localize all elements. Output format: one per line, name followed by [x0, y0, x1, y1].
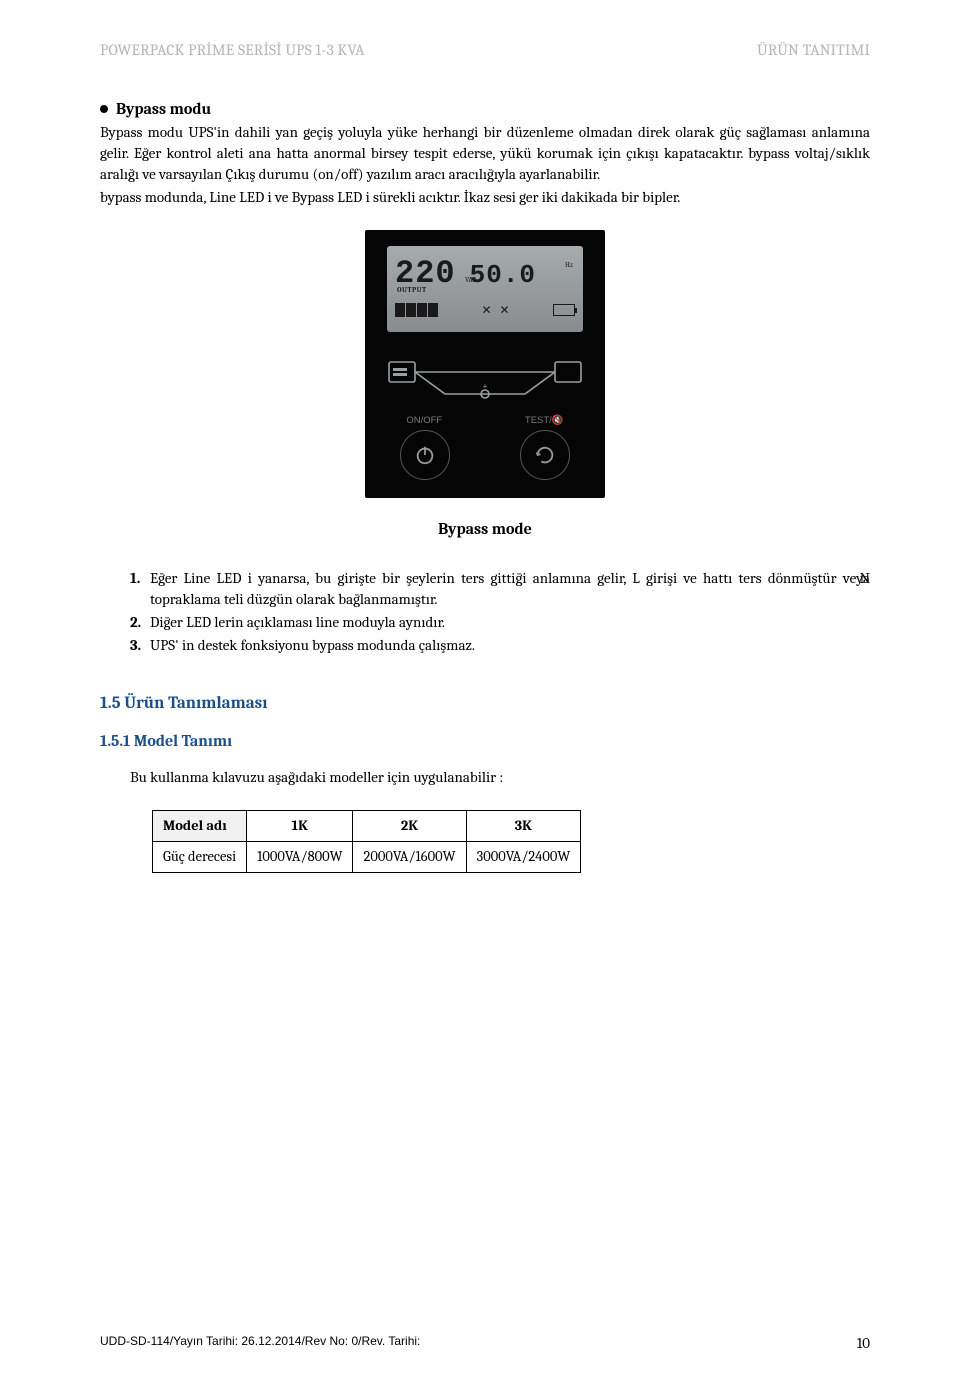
onoff-label: ON/OFF [406, 414, 442, 427]
list-item-3: 3. UPS' in destek fonksiyonu bypass modu… [130, 635, 870, 656]
lcd-screen: 220 50.0 VAC Hz OUTPUT ✕ ✕ [387, 246, 583, 332]
page-footer: UDD-SD-114/Yayın Tarihi: 26.12.2014/Rev … [100, 1333, 870, 1354]
button-row [365, 430, 605, 480]
flow-diagram: + [385, 344, 585, 402]
page-number: 10 [857, 1333, 870, 1354]
paragraph-1: Bypass modu UPS'in dahili yan geçiş yolu… [100, 122, 870, 185]
unit-hz: Hz [565, 261, 573, 271]
output-label: OUTPUT [397, 286, 427, 296]
item-text: Diğer LED lerin açıklaması line moduyla … [150, 612, 870, 633]
figure-caption: Bypass mode [438, 518, 532, 540]
list-item-1: 1. Eğer Line LED i yanarsa, bu girişte b… [130, 568, 870, 610]
col-1k: 1K [247, 810, 353, 841]
table-row: Güç derecesi 1000VA/800W 2000VA/1600W 30… [153, 841, 581, 872]
item-tail: N [860, 568, 870, 589]
table-intro: Bu kullanma kılavuzu aşağıdaki modeller … [130, 767, 870, 788]
lcd-status-row: ✕ ✕ [395, 296, 575, 324]
cell: 3000VA/2400W [466, 841, 581, 872]
power-button[interactable] [400, 430, 450, 480]
device-diagram: 220 50.0 VAC Hz OUTPUT ✕ ✕ [100, 230, 870, 540]
ups-panel: 220 50.0 VAC Hz OUTPUT ✕ ✕ [365, 230, 605, 498]
model-table: Model adı 1K 2K 3K Güç derecesi 1000VA/8… [152, 810, 581, 874]
item-number: 1. [130, 568, 150, 610]
heading-1-5: 1.5 Ürün Tanımlaması [100, 692, 870, 716]
list-item-2: 2. Diğer LED lerin açıklaması line moduy… [130, 612, 870, 633]
status-icons: ✕ ✕ [481, 302, 509, 319]
table-header-row: Model adı 1K 2K 3K [153, 810, 581, 841]
col-2k: 2K [353, 810, 466, 841]
heading-text: Bypass modu [116, 98, 211, 120]
load-bars [395, 303, 438, 317]
test-label: TEST/🔇 [525, 414, 564, 427]
bullet-icon [100, 105, 108, 113]
button-labels: ON/OFF TEST/🔇 [365, 414, 605, 427]
numbered-list: 1. Eğer Line LED i yanarsa, bu girişte b… [130, 568, 870, 656]
header-right: ÜRÜN TANITIMI [757, 40, 870, 62]
item-text: Eğer Line LED i yanarsa, bu girişte bir … [150, 568, 870, 610]
unit-vac: VAC [465, 276, 476, 286]
test-button[interactable] [520, 430, 570, 480]
section-heading: Bypass modu [100, 98, 870, 120]
cell: 2000VA/1600W [353, 841, 466, 872]
svg-text:+: + [482, 380, 488, 392]
battery-icon [553, 304, 575, 316]
item-number: 2. [130, 612, 150, 633]
fan-icon: ✕ [481, 302, 491, 319]
col-model: Model adı [153, 810, 247, 841]
header-left: POWERPACK PRİME SERİSİ UPS 1-3 KVA [100, 40, 365, 62]
item-number: 3. [130, 635, 150, 656]
page-header: POWERPACK PRİME SERİSİ UPS 1-3 KVA ÜRÜN … [100, 40, 870, 62]
col-3k: 3K [466, 810, 581, 841]
freq-value: 50.0 [470, 257, 536, 293]
cell: 1000VA/800W [247, 841, 353, 872]
item-text: UPS' in destek fonksiyonu bypass modunda… [150, 635, 870, 656]
footer-meta: UDD-SD-114/Yayın Tarihi: 26.12.2014/Rev … [100, 1333, 420, 1354]
mute-icon: ✕ [500, 302, 510, 319]
row-label: Güç derecesi [153, 841, 247, 872]
paragraph-2: bypass modunda, Line LED i ve Bypass LED… [100, 187, 870, 208]
heading-1-5-1: 1.5.1 Model Tanımı [100, 730, 870, 752]
